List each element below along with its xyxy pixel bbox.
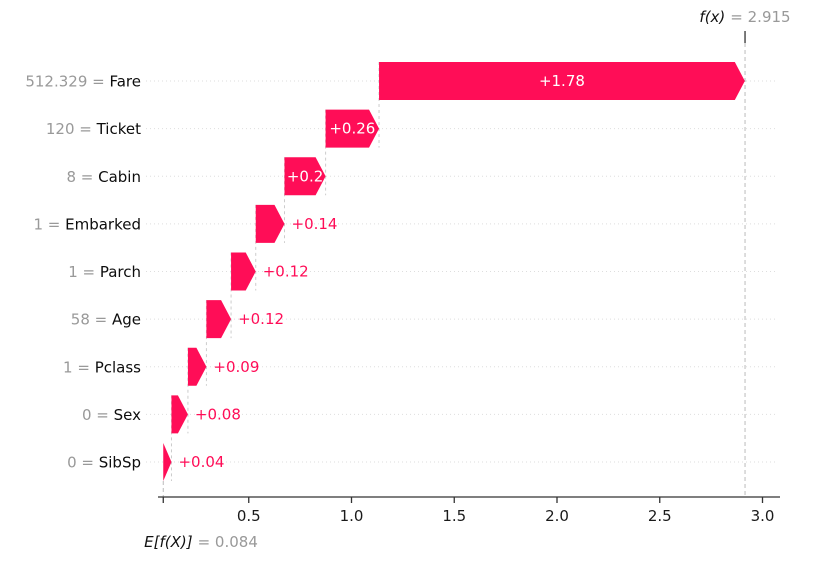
expected-value-number: = 0.084	[197, 533, 258, 551]
expected-value-label: E[f(X)] = 0.084	[144, 533, 258, 551]
fx-output-label: f(x) = 2.915	[699, 8, 790, 26]
feature-tick-label: 512.329 = Fare	[25, 73, 141, 91]
feature-tick-label: 0 = SibSp	[67, 454, 141, 472]
feature-tick-label: 1 = Pclass	[63, 358, 141, 376]
feature-tick-label: 58 = Age	[71, 311, 141, 329]
feature-tick-label: 120 = Ticket	[46, 120, 141, 138]
x-tick-label: 1.0	[340, 507, 364, 525]
bar-value-label: +0.26	[329, 120, 375, 138]
feature-tick-label: 0 = Sex	[82, 406, 141, 424]
bar-value-label: +0.12	[238, 310, 284, 328]
bar-value-label: +0.08	[195, 405, 241, 423]
x-tick-label: 2.5	[648, 507, 672, 525]
x-tick-label: 2.0	[545, 507, 569, 525]
feature-tick-label: 1 = Embarked	[33, 215, 141, 233]
shap-bar-embarked	[255, 204, 285, 243]
shap-bar-fare	[379, 62, 745, 100]
shap-bar-pclass	[187, 347, 207, 386]
shap-bar-sibsp	[163, 443, 172, 481]
bar-value-label: +1.78	[539, 72, 585, 90]
fx-formula: f(x)	[699, 8, 726, 26]
fx-value: = 2.915	[730, 8, 791, 26]
bar-value-label: +0.04	[178, 453, 224, 471]
bar-value-label: +0.2	[287, 167, 323, 185]
x-tick-label: 3.0	[751, 507, 775, 525]
shap-bar-sex	[171, 395, 188, 434]
shap-bar-ticket	[325, 109, 380, 148]
bar-value-label: +0.09	[213, 358, 259, 376]
shap-bar-parch	[231, 252, 256, 291]
feature-tick-label: 1 = Parch	[68, 263, 141, 281]
bar-value-label: +0.14	[292, 215, 338, 233]
x-tick-label: 1.5	[442, 507, 466, 525]
shap-bar-cabin	[284, 157, 326, 196]
feature-tick-label: 8 = Cabin	[66, 168, 141, 186]
bar-value-label: +0.12	[263, 263, 309, 281]
shap-bar-age	[206, 300, 232, 339]
expected-value-formula: E[f(X)]	[144, 533, 193, 551]
x-tick-label: 0.5	[237, 507, 261, 525]
